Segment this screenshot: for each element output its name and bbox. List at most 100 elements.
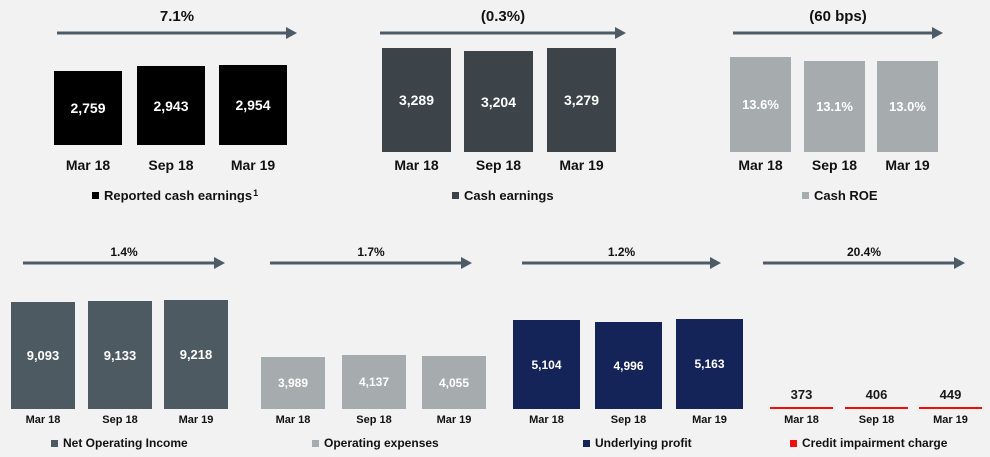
bar-mar-19 <box>919 407 982 409</box>
bar-mar-19: 13.0% <box>877 61 938 152</box>
change-label: (60 bps) <box>809 8 867 25</box>
bar-value-label: 3,989 <box>277 376 309 390</box>
legend-swatch <box>583 439 590 447</box>
bar-value-label: 9,093 <box>26 348 60 363</box>
bar-sep-18: 2,943 <box>137 66 205 145</box>
bar-value-label: 373 <box>790 387 813 402</box>
bar-sep-18: 13.1% <box>804 61 865 152</box>
bar-value-label: 4,137 <box>358 375 390 389</box>
category-label: Sep 18 <box>356 414 392 426</box>
legend-label: Net Operating Income <box>63 436 188 450</box>
bar-mar-18: 2,759 <box>54 71 122 145</box>
change-arrow <box>380 27 626 39</box>
category-label: Sep 18 <box>610 414 647 426</box>
category-label: Mar 19 <box>885 157 930 173</box>
bar-mar-19: 9,218 <box>164 300 228 409</box>
change-arrow <box>57 27 297 39</box>
bar-value-label: 3,204 <box>480 93 517 110</box>
bar-value-label: 2,759 <box>70 100 106 116</box>
bar-mar-18: 5,104 <box>513 320 580 409</box>
bar-mar-18: 13.6% <box>730 57 791 152</box>
legend: Net Operating Income <box>51 436 188 450</box>
change-label: 20.4% <box>846 245 882 259</box>
legend: Operating expenses <box>312 436 439 450</box>
category-label: Mar 19 <box>692 414 727 426</box>
legend-label: Credit impairment charge <box>802 436 948 450</box>
category-label: Sep 18 <box>475 157 522 173</box>
bar-value-label: 9,218 <box>179 347 213 362</box>
change-arrow <box>23 257 225 269</box>
change-label: 1.7% <box>357 245 385 259</box>
legend-swatch <box>452 192 459 199</box>
change-label: 1.2% <box>607 245 636 259</box>
change-arrow <box>522 257 721 269</box>
change-label: 7.1% <box>159 8 195 25</box>
category-label: Mar 18 <box>738 157 783 173</box>
bar-sep-18: 3,204 <box>464 51 533 152</box>
bar-value-label: 2,954 <box>235 97 271 113</box>
category-label: Mar 18 <box>529 414 564 426</box>
category-label: Sep 18 <box>102 414 138 426</box>
bar-value-label: 13.6% <box>742 97 779 112</box>
bar-value-label: 5,104 <box>531 357 562 372</box>
legend-swatch <box>51 439 58 447</box>
change-arrow <box>763 257 965 269</box>
category-label: Mar 19 <box>559 157 604 173</box>
bar-value-label: 9,133 <box>103 347 137 363</box>
bar-mar-18: 9,093 <box>11 302 75 409</box>
bar-value-label: 13.0% <box>889 99 926 114</box>
category-label: Mar 19 <box>178 414 214 426</box>
legend-label: Reported cash earnings <box>104 188 253 203</box>
bar-value-label: 5,163 <box>694 357 725 371</box>
category-label: Mar 18 <box>65 157 111 173</box>
category-label: Mar 19 <box>933 414 968 426</box>
change-arrow <box>733 27 943 39</box>
legend-label: Underlying profit <box>595 436 692 450</box>
bar-mar-18: 3,989 <box>261 357 325 409</box>
bar-sep-18: 4,137 <box>342 355 406 409</box>
category-label: Mar 18 <box>275 414 311 426</box>
bar-value-label: 4,996 <box>613 358 644 373</box>
bar-value-label: 406 <box>865 387 888 402</box>
legend: Cash ROE <box>802 188 878 203</box>
bar-mar-19: 3,279 <box>547 48 616 152</box>
change-label: (0.3%) <box>480 8 526 25</box>
bar-sep-18: 4,996 <box>595 322 662 409</box>
legend-footnote-marker: 1 <box>253 187 259 198</box>
bar-value-label: 449 <box>939 387 962 402</box>
category-label: Mar 18 <box>25 414 61 426</box>
legend-label: Operating expenses <box>324 436 439 450</box>
bar-mar-18: 3,289 <box>382 48 451 152</box>
category-label: Sep 18 <box>858 414 895 426</box>
change-arrow <box>270 257 472 269</box>
bar-value-label: 13.1% <box>816 99 853 114</box>
bar-value-label: 3,289 <box>398 92 435 108</box>
bar-value-label: 3,279 <box>563 92 600 108</box>
category-label: Mar 19 <box>436 414 472 426</box>
bar-value-label: 4,055 <box>438 375 470 390</box>
bar-mar-18 <box>770 407 833 409</box>
legend-swatch <box>312 439 319 447</box>
category-label: Sep 18 <box>811 157 858 173</box>
category-label: Mar 18 <box>784 414 819 426</box>
legend-label: Cash earnings <box>464 188 554 203</box>
bar-value-label: 2,943 <box>153 97 189 114</box>
legend: Underlying profit <box>583 436 692 450</box>
change-label: 1.4% <box>110 245 138 259</box>
bar-mar-19: 5,163 <box>676 319 743 409</box>
bar-mar-19: 4,055 <box>422 356 486 409</box>
category-label: Mar 19 <box>230 157 276 173</box>
bar-sep-18 <box>845 407 908 409</box>
bar-mar-19: 2,954 <box>219 65 287 145</box>
legend-swatch <box>92 192 99 199</box>
legend: Credit impairment charge <box>790 436 947 450</box>
legend-swatch <box>802 192 809 199</box>
bar-sep-18: 9,133 <box>88 301 152 409</box>
category-label: Sep 18 <box>148 157 194 173</box>
legend-label: Cash ROE <box>814 188 878 203</box>
legend: Reported cash earnings 1 <box>92 188 258 203</box>
legend-swatch <box>790 439 797 447</box>
legend: Cash earnings <box>452 188 554 203</box>
category-label: Mar 18 <box>394 157 439 173</box>
